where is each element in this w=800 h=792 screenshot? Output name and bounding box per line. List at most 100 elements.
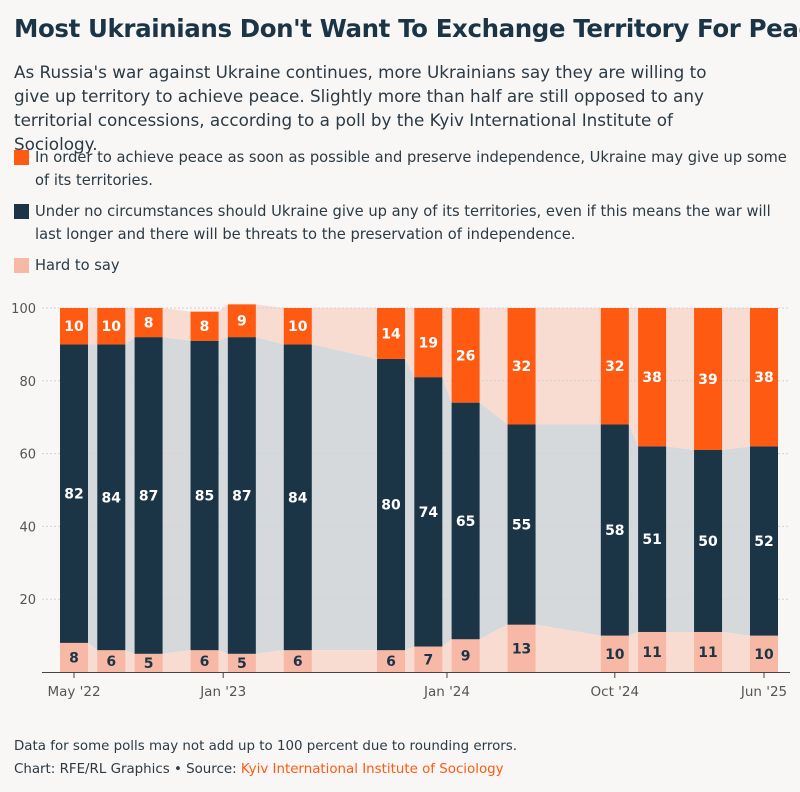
data-label: 11 [642, 645, 661, 661]
bar-no-concessions [414, 377, 443, 647]
x-tick-label: Jan '23 [199, 684, 246, 700]
data-label: 14 [381, 326, 401, 342]
data-label: 52 [754, 534, 773, 550]
y-tick-label: 40 [19, 520, 36, 535]
bar-hard-to-say [190, 650, 219, 672]
data-label: 6 [293, 654, 303, 670]
data-label: 6 [106, 654, 116, 670]
data-label: 8 [144, 316, 154, 332]
bar-no-concessions [97, 344, 126, 651]
chart-subtitle: As Russia's war against Ukraine continue… [14, 62, 707, 154]
data-label: 50 [698, 534, 718, 550]
bar-hard-to-say [227, 653, 256, 672]
stacked-bar-chart: 2040608010088210684105878685858796841068… [11, 302, 790, 700]
bar-no-concessions [750, 446, 778, 636]
data-label: 6 [386, 654, 396, 670]
bar-give-up [600, 308, 629, 425]
data-label: 10 [754, 647, 774, 663]
legend-item-no-concessions: Under no circumstances should Ukraine gi… [14, 200, 789, 246]
x-tick-label: Jun '25 [740, 684, 787, 700]
data-label: 10 [102, 319, 122, 335]
bar-hard-to-say [600, 635, 629, 672]
bar-hard-to-say [507, 624, 536, 672]
bar-hard-to-say [750, 635, 778, 672]
bar-hard-to-say [377, 650, 406, 672]
x-tick-label: Oct '24 [591, 684, 640, 700]
bar-no-concessions [190, 340, 219, 651]
y-tick-label: 100 [11, 302, 36, 317]
bar-no-concessions [694, 449, 723, 632]
legend-item-give-up: In order to achieve peace as soon as pos… [14, 146, 789, 192]
bar-give-up [227, 304, 256, 338]
data-label: 80 [381, 498, 401, 514]
bar-give-up [414, 308, 443, 378]
bar-hard-to-say [283, 650, 312, 672]
bar-hard-to-say [451, 639, 480, 672]
legend: In order to achieve peace as soon as pos… [14, 146, 789, 277]
data-label: 87 [139, 488, 158, 504]
bar-hard-to-say [694, 631, 723, 672]
data-label: 55 [512, 518, 531, 534]
data-label: 87 [232, 488, 251, 504]
bar-no-concessions [134, 337, 163, 654]
data-label: 9 [237, 314, 247, 330]
data-label: 10 [605, 647, 625, 663]
bar-no-concessions [283, 344, 312, 651]
legend-label-give-up: In order to achieve peace as soon as pos… [35, 149, 787, 189]
data-label: 19 [419, 336, 438, 352]
bar-give-up [134, 308, 163, 338]
bar-give-up [377, 308, 406, 359]
data-label: 58 [605, 523, 624, 539]
bar-no-concessions [600, 424, 629, 636]
legend-swatch-no-concessions [14, 204, 29, 219]
data-label: 5 [237, 656, 247, 672]
data-label: 6 [200, 654, 210, 670]
legend-item-hard-to-say: Hard to say [14, 254, 789, 277]
bar-give-up [451, 308, 480, 403]
chart-notes: Data for some polls may not add up to 10… [14, 735, 517, 781]
data-label: 13 [512, 641, 531, 657]
bar-give-up [283, 308, 312, 345]
data-label: 32 [512, 359, 531, 375]
data-label: 7 [423, 652, 433, 668]
bar-no-concessions [638, 446, 667, 632]
data-label: 32 [605, 359, 624, 375]
data-label: 38 [754, 370, 773, 386]
data-label: 51 [642, 532, 661, 548]
bar-give-up [507, 308, 536, 425]
bar-no-concessions [377, 358, 406, 651]
x-tick-label: Jan '24 [423, 684, 470, 700]
bar-no-concessions [227, 337, 256, 654]
data-label: 38 [642, 370, 661, 386]
legend-label-no-concessions: Under no circumstances should Ukraine gi… [35, 203, 771, 243]
data-label: 84 [288, 490, 308, 506]
data-label: 74 [419, 505, 439, 521]
data-label: 9 [461, 649, 471, 665]
bar-hard-to-say [60, 642, 88, 672]
bar-no-concessions [507, 424, 536, 625]
data-label: 39 [698, 372, 717, 388]
bar-give-up [750, 308, 778, 447]
credit-text: Chart: RFE/RL Graphics • Source: [14, 762, 241, 777]
legend-swatch-give-up [14, 150, 29, 165]
data-label: 82 [64, 487, 83, 503]
bar-give-up [97, 308, 126, 345]
bar-hard-to-say [638, 631, 667, 672]
chart-title: Most Ukrainians Don't Want To Exchange T… [14, 14, 800, 43]
data-label: 10 [288, 319, 308, 335]
legend-swatch-hard-to-say [14, 258, 29, 273]
bar-no-concessions [451, 402, 480, 640]
source-link[interactable]: Kyiv International Institute of Sociolog… [240, 762, 504, 777]
bar-give-up [60, 308, 88, 345]
y-tick-label: 80 [19, 375, 36, 390]
bar-give-up [694, 308, 723, 450]
legend-label-hard-to-say: Hard to say [35, 257, 120, 274]
data-label: 84 [102, 490, 122, 506]
bar-hard-to-say [134, 653, 163, 672]
y-tick-label: 20 [19, 593, 36, 608]
bar-give-up [638, 308, 667, 447]
bar-give-up [190, 311, 219, 341]
data-label: 10 [64, 319, 84, 335]
x-tick-label: May '22 [47, 684, 100, 700]
data-label: 5 [144, 656, 154, 672]
